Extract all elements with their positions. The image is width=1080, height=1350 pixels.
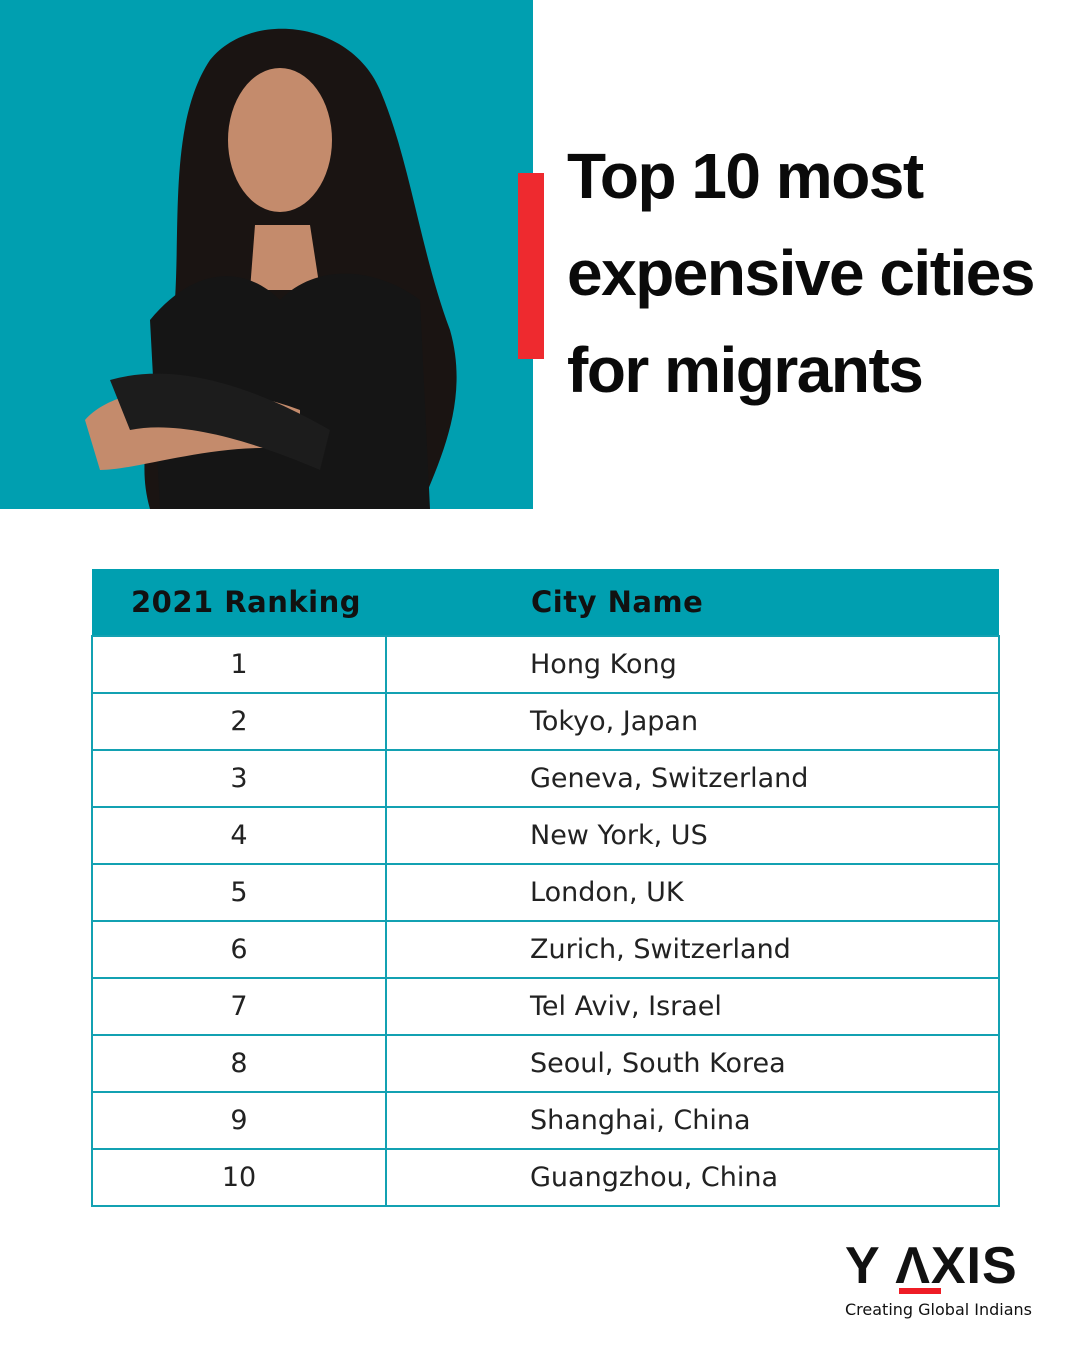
rank-cell: 6 (91, 920, 387, 979)
table-row: 5 London, UK (91, 863, 1000, 922)
header-ranking: 2021 Ranking (92, 569, 386, 636)
table-row: 3 Geneva, Switzerland (91, 749, 1000, 808)
rank-cell: 1 (91, 635, 387, 694)
table-row: 1 Hong Kong (91, 635, 1000, 694)
logo-tagline: Creating Global Indians (845, 1300, 1033, 1319)
city-cell: Geneva, Switzerland (385, 749, 1000, 808)
title-line: expensive cities (567, 237, 1035, 309)
table-row: 4 New York, US (91, 806, 1000, 865)
rank-cell: 10 (91, 1148, 387, 1207)
city-cell: New York, US (385, 806, 1000, 865)
rank-cell: 3 (91, 749, 387, 808)
table-row: 10 Guangzhou, China (91, 1148, 1000, 1207)
logo-underline (899, 1288, 941, 1294)
city-cell: Seoul, South Korea (385, 1034, 1000, 1093)
rank-cell: 4 (91, 806, 387, 865)
rank-cell: 7 (91, 977, 387, 1036)
page-title: Top 10 most expensive cities for migrant… (567, 128, 1077, 419)
rank-cell: 9 (91, 1091, 387, 1150)
hero-photo (0, 0, 533, 509)
table-header: 2021 Ranking City Name (92, 569, 999, 636)
table-row: 2 Tokyo, Japan (91, 692, 1000, 751)
accent-bar (518, 173, 544, 359)
ranking-table: 2021 Ranking City Name 1 Hong Kong 2 Tokyo,… (91, 569, 1000, 1207)
table-row: 9 Shanghai, China (91, 1091, 1000, 1150)
title-line: for migrants (567, 334, 924, 406)
rank-cell: 5 (91, 863, 387, 922)
city-cell: Hong Kong (385, 635, 1000, 694)
header-city: City Name (386, 569, 999, 636)
woman-portrait-image (85, 28, 457, 509)
city-cell: Tel Aviv, Israel (385, 977, 1000, 1036)
table-row: 8 Seoul, South Korea (91, 1034, 1000, 1093)
rank-cell: 8 (91, 1034, 387, 1093)
yaxis-logo: Y ΛXIS Creating Global Indians (845, 1240, 1050, 1319)
city-cell: London, UK (385, 863, 1000, 922)
table-row: 7 Tel Aviv, Israel (91, 977, 1000, 1036)
city-cell: Tokyo, Japan (385, 692, 1000, 751)
city-cell: Shanghai, China (385, 1091, 1000, 1150)
city-cell: Zurich, Switzerland (385, 920, 1000, 979)
table-row: 6 Zurich, Switzerland (91, 920, 1000, 979)
title-line: Top 10 most (567, 140, 924, 212)
city-cell: Guangzhou, China (385, 1148, 1000, 1207)
rank-cell: 2 (91, 692, 387, 751)
